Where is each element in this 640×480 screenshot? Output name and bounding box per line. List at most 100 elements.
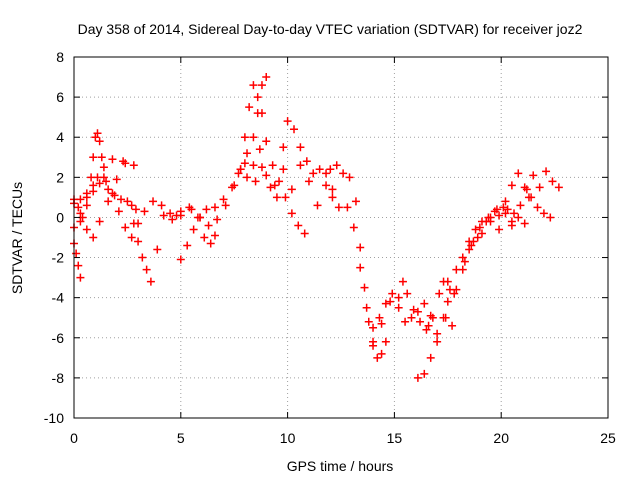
data-point [243, 173, 252, 182]
data-point [322, 181, 331, 190]
data-point [116, 195, 125, 204]
data-point [475, 223, 484, 232]
y-tick-label: -2 [52, 250, 65, 266]
data-point [554, 183, 563, 192]
data-point [328, 193, 337, 202]
data-point [420, 299, 429, 308]
data-point [535, 183, 544, 192]
data-point [407, 313, 416, 322]
data-point [539, 209, 548, 218]
data-point [313, 201, 322, 210]
data-point [546, 213, 555, 222]
series-arc-a [70, 239, 85, 282]
data-point [433, 337, 442, 346]
y-tick-label: 6 [56, 89, 64, 105]
data-point [495, 211, 504, 220]
data-point [458, 253, 467, 262]
data-point [257, 81, 266, 90]
y-tick-label: -4 [52, 290, 65, 306]
plot-frame [73, 56, 609, 419]
data-point [95, 137, 104, 146]
data-point [76, 217, 85, 226]
y-tick-label: -6 [52, 330, 65, 346]
data-point [112, 175, 121, 184]
data-point [403, 289, 412, 298]
data-point [279, 165, 288, 174]
data-point [467, 241, 476, 250]
data-point [477, 229, 486, 238]
data-point [369, 323, 378, 332]
data-point [99, 173, 108, 182]
data-point [255, 145, 264, 154]
data-point [202, 205, 211, 214]
y-axis-label: SDTVAR / TECUs [9, 182, 25, 294]
data-point [95, 179, 104, 188]
data-point [262, 171, 271, 180]
data-point [146, 277, 155, 286]
data-point [469, 237, 478, 246]
data-point [131, 205, 140, 214]
data-point [82, 193, 91, 202]
data-point [268, 161, 277, 170]
data-point [294, 221, 303, 230]
data-point [176, 211, 185, 220]
data-point [240, 159, 249, 168]
data-point [501, 197, 510, 206]
data-point [328, 185, 337, 194]
series-arc-d [70, 159, 155, 286]
series-arc-e [76, 177, 185, 242]
data-point [343, 203, 352, 212]
data-point [441, 313, 450, 322]
y-tick-label: 4 [56, 129, 64, 145]
data-point [386, 297, 395, 306]
data-point [507, 217, 516, 226]
data-point [529, 171, 538, 180]
series-arc-j [240, 81, 309, 238]
data-point [281, 193, 290, 202]
data-point [153, 245, 162, 254]
data-point [369, 337, 378, 346]
data-point [287, 185, 296, 194]
data-point [283, 117, 292, 126]
y-tick-label: 8 [56, 49, 64, 65]
data-point [76, 209, 85, 218]
data-point [388, 289, 397, 298]
data-point [443, 277, 452, 286]
data-point [394, 293, 403, 302]
data-point [230, 181, 239, 190]
data-point [373, 353, 382, 362]
data-point [104, 185, 113, 194]
data-point [428, 313, 437, 322]
data-point [356, 243, 365, 252]
data-point [514, 169, 523, 178]
series-arc-p [413, 205, 519, 382]
series-arc-c [70, 129, 140, 232]
data-point [465, 245, 474, 254]
data-point [236, 165, 245, 174]
data-point [142, 265, 151, 274]
data-point [533, 203, 542, 212]
axes: 0 5 10 15 20 25 -10 -8 -6 -4 -2 0 2 4 6 8 [44, 49, 616, 446]
data-point [95, 217, 104, 226]
data-point [326, 165, 335, 174]
data-point [210, 203, 219, 212]
data-point [381, 299, 390, 308]
data-point [450, 289, 459, 298]
data-point [102, 177, 111, 186]
data-point [522, 185, 531, 194]
data-point [129, 161, 138, 170]
x-axis-label: GPS time / hours [287, 458, 394, 474]
data-point [99, 163, 108, 172]
data-point [93, 129, 102, 138]
x-tick-label: 25 [600, 430, 616, 446]
data-point [168, 215, 177, 224]
data-point [138, 253, 147, 262]
data-point [364, 317, 373, 326]
data-point [322, 169, 331, 178]
data-point [345, 173, 354, 182]
data-point [315, 165, 324, 174]
data-point [149, 197, 158, 206]
data-point [339, 169, 348, 178]
data-point [426, 353, 435, 362]
series-arc-n [343, 203, 435, 332]
